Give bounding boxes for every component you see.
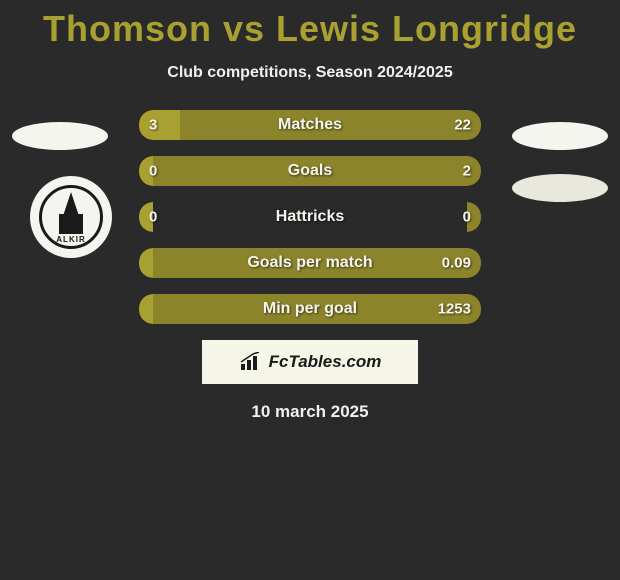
date-text: 10 march 2025 [0, 402, 620, 422]
player-right-ellipse [512, 122, 608, 150]
stat-bar-left [139, 110, 180, 140]
stat-row: Goals per match 0.09 [139, 248, 481, 278]
stats-rows: 3 Matches 22 0 Goals 2 0 Hattricks 0 Goals per ma… [139, 110, 481, 324]
stat-value-left: 3 [149, 117, 157, 134]
club-right-ellipse [512, 174, 608, 202]
stat-label: Hattricks [276, 208, 344, 226]
page-title: Thomson vs Lewis Longridge [0, 0, 620, 50]
stat-row: 0 Goals 2 [139, 156, 481, 186]
stat-label: Goals per match [247, 254, 372, 272]
player-left-ellipse [12, 122, 108, 150]
subtitle: Club competitions, Season 2024/2025 [0, 64, 620, 82]
club-crest-icon: ALKIR [39, 185, 103, 249]
stat-value-right: 22 [454, 117, 471, 134]
club-left-badge: ALKIR [30, 176, 112, 258]
stat-value-left: 0 [149, 163, 157, 180]
brand-text: FcTables.com [269, 352, 382, 372]
stat-value-right: 2 [463, 163, 471, 180]
stat-bar-left [139, 294, 153, 324]
stat-row: Min per goal 1253 [139, 294, 481, 324]
stat-value-left: 0 [149, 209, 157, 226]
bar-chart-icon [239, 352, 263, 372]
stat-bar-left [139, 248, 153, 278]
stat-row: 0 Hattricks 0 [139, 202, 481, 232]
stat-label: Matches [278, 116, 342, 134]
stat-value-right: 0 [463, 209, 471, 226]
stat-label: Min per goal [263, 300, 357, 318]
stat-value-right: 1253 [438, 301, 471, 318]
club-crest-text: ALKIR [56, 235, 85, 244]
brand-box[interactable]: FcTables.com [202, 340, 418, 384]
stat-row: 3 Matches 22 [139, 110, 481, 140]
stat-label: Goals [288, 162, 332, 180]
stat-value-right: 0.09 [442, 255, 471, 272]
